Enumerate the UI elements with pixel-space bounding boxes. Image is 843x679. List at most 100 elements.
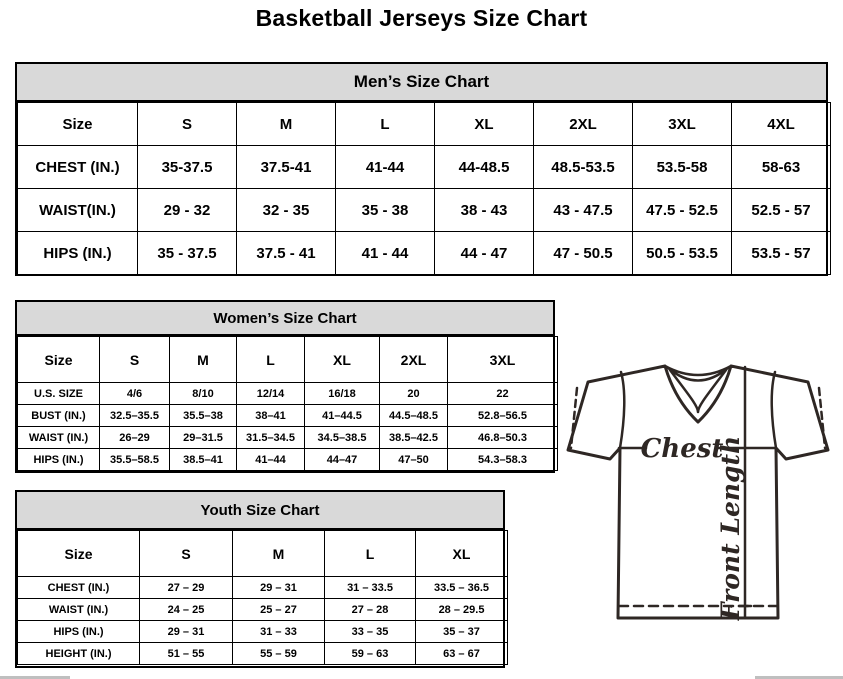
- table-cell: 51 – 55: [139, 642, 233, 665]
- table-cell: 25 – 27: [232, 598, 325, 621]
- table-cell: 28 – 29.5: [415, 598, 508, 621]
- column-header: S: [137, 102, 237, 146]
- table-cell: 47 - 50.5: [533, 231, 633, 275]
- table-row: BUST (IN.) 32.5–35.5 35.5–38 38–41 41–44.5 44…: [17, 404, 558, 427]
- table-row: HIPS (IN.) 35.5–58.5 38.5–41 41–44 44–47 47–5…: [17, 448, 558, 471]
- table-cell: 41–44: [236, 448, 305, 471]
- column-header: L: [236, 336, 305, 383]
- header-row: Size S M L XL 2XL 3XL: [17, 336, 558, 383]
- table-cell: 44–47: [304, 448, 380, 471]
- womens-size-chart-section: Women’s Size Chart Size S M L XL 2XL 3XL U.S. S…: [15, 300, 558, 473]
- table-cell: 29–31.5: [169, 426, 237, 449]
- table-cell: 35-37.5: [137, 145, 237, 189]
- column-header: 4XL: [731, 102, 831, 146]
- row-label: CHEST (IN.): [17, 576, 140, 599]
- header-row: Size S M L XL: [17, 530, 508, 577]
- table-cell: 41-44: [335, 145, 435, 189]
- table-row: U.S. SIZE 4/6 8/10 12/14 16/18 20 22: [17, 382, 558, 405]
- column-header: XL: [434, 102, 534, 146]
- page-title: Basketball Jerseys Size Chart: [255, 5, 588, 31]
- table-cell: 38–41: [236, 404, 305, 427]
- womens-size-table: Size S M L XL 2XL 3XL U.S. SIZE 4/6 8/10 12/14 16/1…: [17, 336, 558, 471]
- table-cell: 44.5–48.5: [379, 404, 448, 427]
- table-cell: 32.5–35.5: [99, 404, 170, 427]
- table-cell: 29 - 32: [137, 188, 237, 232]
- column-header: Size: [17, 530, 140, 577]
- table-cell: 46.8–50.3: [447, 426, 558, 449]
- table-cell: 41–44.5: [304, 404, 380, 427]
- table-row: HIPS (IN.) 29 – 31 31 – 33 33 – 35 35 – 37: [17, 620, 508, 643]
- column-header: M: [236, 102, 336, 146]
- row-label: HIPS (IN.): [17, 620, 140, 643]
- table-cell: 29 – 31: [232, 576, 325, 599]
- table-cell: 35 – 37: [415, 620, 508, 643]
- column-header: Size: [17, 336, 100, 383]
- table-cell: 53.5 - 57: [731, 231, 831, 275]
- table-cell: 8/10: [169, 382, 237, 405]
- row-label: U.S. SIZE: [17, 382, 100, 405]
- table-cell: 52.5 - 57: [731, 188, 831, 232]
- youth-size-chart-section: Youth Size Chart Size S M L XL CHEST (IN.) 27 …: [15, 490, 508, 668]
- jersey-outline: [566, 364, 830, 620]
- front-length-measure-label: Front Length: [716, 436, 745, 621]
- column-header: S: [139, 530, 233, 577]
- table-cell: 4/6: [99, 382, 170, 405]
- table-cell: 35.5–58.5: [99, 448, 170, 471]
- table-cell: 44-48.5: [434, 145, 534, 189]
- column-header: L: [335, 102, 435, 146]
- column-header: Size: [17, 102, 138, 146]
- table-row: WAIST(IN.) 29 - 32 32 - 35 35 - 38 38 - 43 43…: [17, 188, 831, 232]
- table-cell: 33 – 35: [324, 620, 416, 643]
- row-label: HIPS (IN.): [17, 448, 100, 471]
- row-label: WAIST (IN.): [17, 426, 100, 449]
- mens-size-chart-section: Men’s Size Chart Size S M L XL 2XL 3XL 4XL CHEST…: [15, 62, 831, 276]
- column-header: XL: [415, 530, 508, 577]
- table-cell: 38.5–41: [169, 448, 237, 471]
- column-header: 2XL: [379, 336, 448, 383]
- column-header: 3XL: [632, 102, 732, 146]
- table-cell: 27 – 29: [139, 576, 233, 599]
- table-cell: 37.5-41: [236, 145, 336, 189]
- table-cell: 35.5–38: [169, 404, 237, 427]
- row-label: HEIGHT (IN.): [17, 642, 140, 665]
- table-cell: 27 – 28: [324, 598, 416, 621]
- table-cell: 47.5 - 52.5: [632, 188, 732, 232]
- front-length-measure-line: [737, 365, 753, 620]
- collar-inner-line: [668, 368, 728, 414]
- scrollbar-fragment-right[interactable]: [755, 676, 843, 679]
- table-cell: 63 – 67: [415, 642, 508, 665]
- cuff-dashed-line-right: [817, 386, 827, 450]
- table-cell: 38 - 43: [434, 188, 534, 232]
- table-cell: 53.5-58: [632, 145, 732, 189]
- column-header: 2XL: [533, 102, 633, 146]
- table-cell: 48.5-53.5: [533, 145, 633, 189]
- table-row: HEIGHT (IN.) 51 – 55 55 – 59 59 – 63 63 – 67: [17, 642, 508, 665]
- table-row: HIPS (IN.) 35 - 37.5 37.5 - 41 41 - 44 44 - …: [17, 231, 831, 275]
- sleeve-seam-right: [770, 370, 778, 450]
- table-cell: 32 - 35: [236, 188, 336, 232]
- table-cell: 55 – 59: [232, 642, 325, 665]
- mens-size-table: Size S M L XL 2XL 3XL 4XL CHEST (IN.) 35-37.5 37.5…: [17, 102, 831, 275]
- table-row: WAIST (IN.) 24 – 25 25 – 27 27 – 28 28 – 29.…: [17, 598, 508, 621]
- table-cell: 47–50: [379, 448, 448, 471]
- table-cell: 34.5–38.5: [304, 426, 380, 449]
- table-cell: 50.5 - 53.5: [632, 231, 732, 275]
- collar-back-curves: [663, 364, 733, 382]
- table-row: CHEST (IN.) 27 – 29 29 – 31 31 – 33.5 33.5 –…: [17, 576, 508, 599]
- row-label: BUST (IN.): [17, 404, 100, 427]
- chest-measure-label: Chest: [641, 434, 724, 464]
- sleeve-seam-left: [618, 370, 626, 450]
- table-cell: 43 - 47.5: [533, 188, 633, 232]
- table-cell: 26–29: [99, 426, 170, 449]
- youth-size-table: Size S M L XL CHEST (IN.) 27 – 29 29 – 31 31 – 3…: [17, 530, 508, 665]
- youth-section-title: Youth Size Chart: [17, 492, 503, 530]
- header-row: Size S M L XL 2XL 3XL 4XL: [17, 102, 831, 146]
- column-header: M: [169, 336, 237, 383]
- table-cell: 20: [379, 382, 448, 405]
- row-label: HIPS (IN.): [17, 231, 138, 275]
- table-cell: 33.5 – 36.5: [415, 576, 508, 599]
- table-cell: 29 – 31: [139, 620, 233, 643]
- cuff-dashed-line-left: [569, 386, 579, 450]
- scrollbar-fragment-left[interactable]: [0, 676, 70, 679]
- table-cell: 24 – 25: [139, 598, 233, 621]
